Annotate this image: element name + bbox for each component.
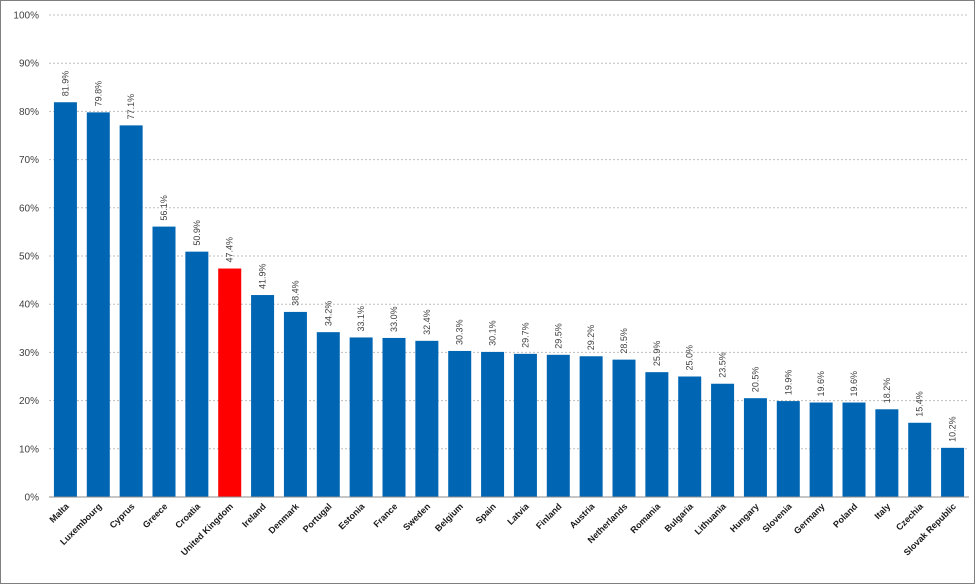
data-label: 81.9%: [60, 71, 70, 97]
x-category-label: Belgium: [433, 501, 465, 533]
x-category-label: Croatia: [173, 501, 203, 531]
x-category-label: Latvia: [505, 501, 531, 527]
x-category-label: Greece: [141, 501, 170, 530]
data-label: 56.1%: [159, 195, 169, 221]
data-label: 38.4%: [290, 280, 300, 306]
y-tick-label: 30%: [19, 348, 39, 359]
data-label: 77.1%: [126, 94, 136, 120]
x-category-label: Denmark: [267, 501, 302, 536]
x-category-label: Estonia: [336, 501, 367, 532]
bar: [908, 422, 932, 497]
bar: [119, 125, 143, 498]
y-tick-label: 40%: [19, 300, 39, 311]
bar: [579, 356, 603, 497]
x-category-label: Slovenia: [760, 501, 794, 535]
bar: [711, 383, 735, 497]
y-tick-label: 70%: [19, 155, 39, 166]
data-label: 29.7%: [520, 322, 530, 348]
y-tick-label: 0%: [25, 493, 40, 504]
y-axis-tick-labels: 0% 10% 20% 30% 40% 50% 60% 70% 80% 90% 100%: [13, 11, 39, 504]
bar: [349, 337, 373, 497]
data-label: 19.6%: [816, 371, 826, 397]
data-label: 33.1%: [356, 306, 366, 332]
bar: [86, 112, 110, 497]
bar: [776, 401, 800, 497]
bar: [382, 337, 406, 497]
bar: [316, 332, 340, 497]
bar: [546, 354, 570, 497]
bar: [678, 376, 702, 497]
data-label: 20.5%: [750, 367, 760, 393]
bar: [218, 268, 242, 497]
data-label: 23.5%: [718, 352, 728, 378]
y-tick-label: 100%: [13, 11, 39, 22]
x-category-label: France: [371, 501, 399, 529]
y-tick-label: 90%: [19, 59, 39, 70]
data-label: 33.0%: [389, 306, 399, 332]
x-category-label: Poland: [831, 501, 859, 529]
bar: [152, 226, 176, 497]
data-label: 29.5%: [553, 323, 563, 349]
x-category-label: Austria: [568, 501, 598, 531]
y-tick-label: 80%: [19, 107, 39, 118]
data-label: 47.4%: [225, 237, 235, 263]
x-category-label: Finland: [534, 501, 564, 531]
x-category-label: Lithuania: [693, 501, 729, 537]
x-category-label: Spain: [474, 501, 498, 525]
bar: [283, 311, 307, 497]
bar: [513, 353, 537, 497]
y-tick-label: 10%: [19, 444, 39, 455]
data-label: 19.9%: [783, 370, 793, 396]
bar: [842, 402, 866, 497]
x-category-label: Malta: [47, 501, 71, 525]
bar: [53, 102, 77, 497]
x-category-label: Romania: [628, 501, 663, 536]
data-label: 10.2%: [948, 416, 958, 442]
x-category-label: Cyprus: [108, 501, 137, 530]
bar: [941, 447, 965, 497]
bars: [53, 102, 965, 498]
x-category-label: Portugal: [301, 501, 334, 534]
bar: [809, 402, 833, 497]
data-label: 15.4%: [915, 391, 925, 417]
bar: [481, 351, 505, 497]
data-label: 28.5%: [619, 328, 629, 354]
x-category-label: Ireland: [240, 501, 268, 529]
data-label: 32.4%: [422, 309, 432, 335]
x-category-label: Sweden: [401, 501, 432, 532]
bar: [743, 398, 767, 497]
bar: [645, 372, 669, 497]
bar: [185, 251, 209, 497]
bar: [415, 340, 439, 497]
x-category-label: Czechia: [894, 501, 926, 533]
x-category-label: Bulgaria: [663, 501, 696, 534]
bar: [251, 295, 275, 497]
y-tick-label: 20%: [19, 396, 39, 407]
y-tick-label: 50%: [19, 252, 39, 263]
data-label: 25.0%: [685, 345, 695, 371]
data-labels: 81.9% 79.8% 77.1% 56.1% 50.9% 47.4% 41.9% 38.4%…: [60, 71, 957, 442]
bar: [612, 359, 636, 497]
data-label: 19.6%: [849, 371, 859, 397]
data-label: 25.9%: [652, 341, 662, 367]
bar: [875, 409, 899, 497]
data-label: 41.9%: [258, 264, 268, 290]
data-label: 30.3%: [455, 319, 465, 345]
data-label: 30.1%: [488, 320, 498, 346]
x-category-label: Hungary: [728, 501, 761, 534]
bar: [448, 350, 472, 497]
data-label: 29.2%: [586, 325, 596, 351]
data-label: 18.2%: [882, 378, 892, 404]
data-label: 50.9%: [192, 220, 202, 246]
y-tick-label: 60%: [19, 203, 39, 214]
data-label: 79.8%: [93, 81, 103, 107]
x-category-label: Germany: [792, 501, 827, 536]
x-category-label: Italy: [872, 501, 892, 521]
data-label: 34.2%: [323, 301, 333, 327]
